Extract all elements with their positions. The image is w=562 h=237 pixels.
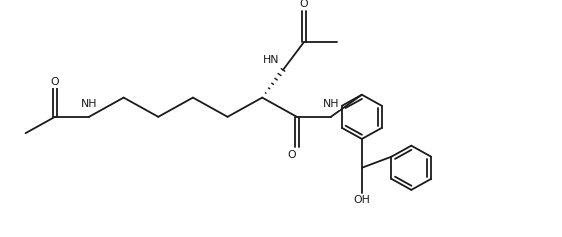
Text: OH: OH (353, 196, 370, 205)
Text: NH: NH (323, 99, 339, 109)
Text: NH: NH (81, 99, 97, 109)
Text: HN: HN (262, 55, 279, 65)
Text: O: O (300, 0, 308, 9)
Text: O: O (51, 77, 60, 87)
Text: O: O (288, 150, 296, 160)
